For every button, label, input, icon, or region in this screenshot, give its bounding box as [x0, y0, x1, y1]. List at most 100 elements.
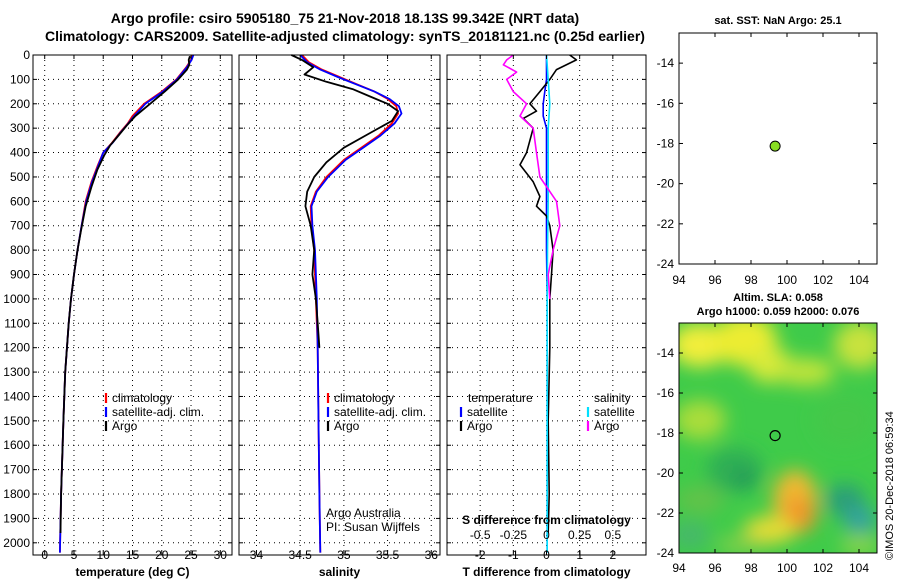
x-salinity-tick-label: 34.5 [288, 548, 312, 562]
y-tick-label-depth: 900 [10, 268, 30, 282]
y-tick-label-depth: 1600 [3, 438, 30, 452]
legend-temperature-title: temperature [468, 391, 533, 405]
panel-frame-salinity [238, 54, 441, 556]
sla-blob-17 [815, 394, 875, 446]
sla-x-tick-label: 104 [849, 561, 869, 575]
sla-y-tick-label: -20 [657, 466, 675, 480]
temperature-series-satellite-adj-clim- [59, 54, 195, 553]
x-temperature-tick-label: 0 [41, 548, 48, 562]
salinity-axis-label: salinity [319, 565, 361, 579]
temperature-legend-label-2: Argo [112, 419, 138, 433]
sla-blob-6 [707, 448, 763, 492]
y-tick-label-depth: 0 [23, 48, 30, 62]
sla-map-frame [678, 322, 878, 554]
sla-blob-13 [844, 506, 876, 534]
annotation-argo-australia: Argo Australia [326, 506, 401, 520]
sst-argo-location-point [769, 140, 781, 152]
difference-series-t-argo [519, 54, 578, 534]
t-difference-axis-label: T difference from climatology [462, 565, 630, 579]
y-tick-label-depth: 1900 [3, 511, 30, 525]
difference-series-s-satellite [545, 54, 551, 553]
title-line-1: Argo profile: csiro 5905180_75 21-Nov-20… [110, 10, 580, 26]
sla-x-tick-label: 96 [708, 561, 722, 575]
difference-salinity-legend-label-0: satellite [594, 405, 635, 419]
sla-y-tick-label: -22 [657, 506, 675, 520]
difference-temperature-legend-label-1: Argo [467, 419, 493, 433]
x-t-difference-tick-label: 2 [609, 548, 616, 562]
sla-blob-8 [679, 486, 724, 514]
y-tick-label-depth: 1700 [3, 463, 30, 477]
x-temperature-tick-label: 25 [184, 548, 198, 562]
sla-blob-3 [834, 323, 877, 369]
y-tick-label-depth: 2000 [3, 536, 30, 550]
sla-x-tick-label: 98 [744, 561, 758, 575]
x-salinity-tick-label: 35 [337, 548, 351, 562]
temperature-series-argo [59, 55, 191, 534]
y-tick-label-depth: 1000 [3, 292, 30, 306]
x-temperature-tick-label: 15 [126, 548, 140, 562]
y-tick-label-depth: 500 [10, 170, 30, 184]
difference-temperature-legend-label-0: satellite [467, 405, 508, 419]
sst-x-tick-label: 98 [744, 273, 758, 287]
x-temperature-tick-label: 20 [155, 548, 169, 562]
y-tick-label-depth: 1100 [4, 316, 30, 330]
annotation-pi-name: PI: Susan Wijffels [326, 520, 420, 534]
salinity-series-argo [291, 54, 399, 348]
x-temperature-tick-label: 30 [214, 548, 228, 562]
temperature-legend-label-1: satellite-adj. clim. [112, 405, 204, 419]
s-difference-axis-label: S difference from climatology [462, 513, 631, 527]
sla-blob-7 [735, 472, 755, 488]
sla-blob-15 [716, 535, 764, 553]
y-tick-label-depth: 800 [10, 243, 30, 257]
sla-y-tick-label: -18 [657, 426, 675, 440]
difference-salinity-legend-label-1: Argo [594, 419, 620, 433]
y-tick-label-depth: 1400 [3, 389, 30, 403]
sla-map-title-2: Argo h1000: 0.059 h2000: 0.076 [697, 306, 860, 318]
sst-y-tick-label: -20 [657, 177, 675, 191]
sla-blob-14 [679, 521, 710, 549]
x-s-difference-tick-label: 0.5 [604, 528, 621, 542]
sst-x-tick-label: 96 [708, 273, 722, 287]
y-tick-label-depth: 700 [10, 219, 30, 233]
difference-series-s-argo [502, 54, 561, 299]
sla-x-tick-label: 102 [813, 561, 833, 575]
x-t-difference-tick-label: 1 [576, 548, 583, 562]
y-tick-label-depth: 400 [10, 146, 30, 160]
sla-blobs [679, 323, 877, 553]
y-tick-label-depth: 300 [10, 121, 30, 135]
sst-x-tick-label: 104 [849, 273, 869, 287]
sla-blob-4 [775, 358, 835, 386]
y-tick-label-depth: 1300 [3, 365, 30, 379]
x-temperature-tick-label: 10 [97, 548, 111, 562]
sla-heatmap [679, 323, 877, 553]
sla-map-title-1: Altim. SLA: 0.058 [733, 292, 823, 304]
sst-x-tick-label: 100 [777, 273, 797, 287]
sla-argo-location-point [769, 430, 781, 442]
sst-y-tick-label: -22 [657, 217, 675, 231]
x-t-difference-tick-label: -2 [475, 548, 486, 562]
y-tick-label-depth: 1500 [3, 414, 30, 428]
x-s-difference-tick-label: 0 [543, 528, 550, 542]
y-tick-label-depth: 1800 [3, 487, 30, 501]
sst-y-tick-label: -16 [657, 96, 675, 110]
y-tick-label-depth: 1200 [3, 341, 30, 355]
temperature-legend-label-0: climatology [112, 391, 172, 405]
sla-blob-11 [744, 516, 796, 544]
sst-y-tick-label: -14 [657, 56, 675, 70]
x-t-difference-tick-label: -1 [508, 548, 519, 562]
y-tick-label-depth: 600 [10, 194, 30, 208]
sst-y-tick-label: -24 [657, 257, 675, 271]
sla-y-tick-label: -14 [657, 346, 675, 360]
sst-map-title: sat. SST: NaN Argo: 25.1 [714, 15, 841, 27]
sla-blob-5 [679, 400, 726, 440]
sla-y-tick-label: -16 [657, 386, 675, 400]
y-tick-label-depth: 200 [10, 97, 30, 111]
x-t-difference-tick-label: 0 [543, 548, 550, 562]
sla-blob-16 [840, 535, 877, 553]
sla-x-tick-label: 100 [777, 561, 797, 575]
x-temperature-tick-label: 5 [71, 548, 78, 562]
y-tick-label-depth: 100 [10, 72, 30, 86]
title-line-2: Climatology: CARS2009. Satellite-adjuste… [45, 28, 645, 44]
